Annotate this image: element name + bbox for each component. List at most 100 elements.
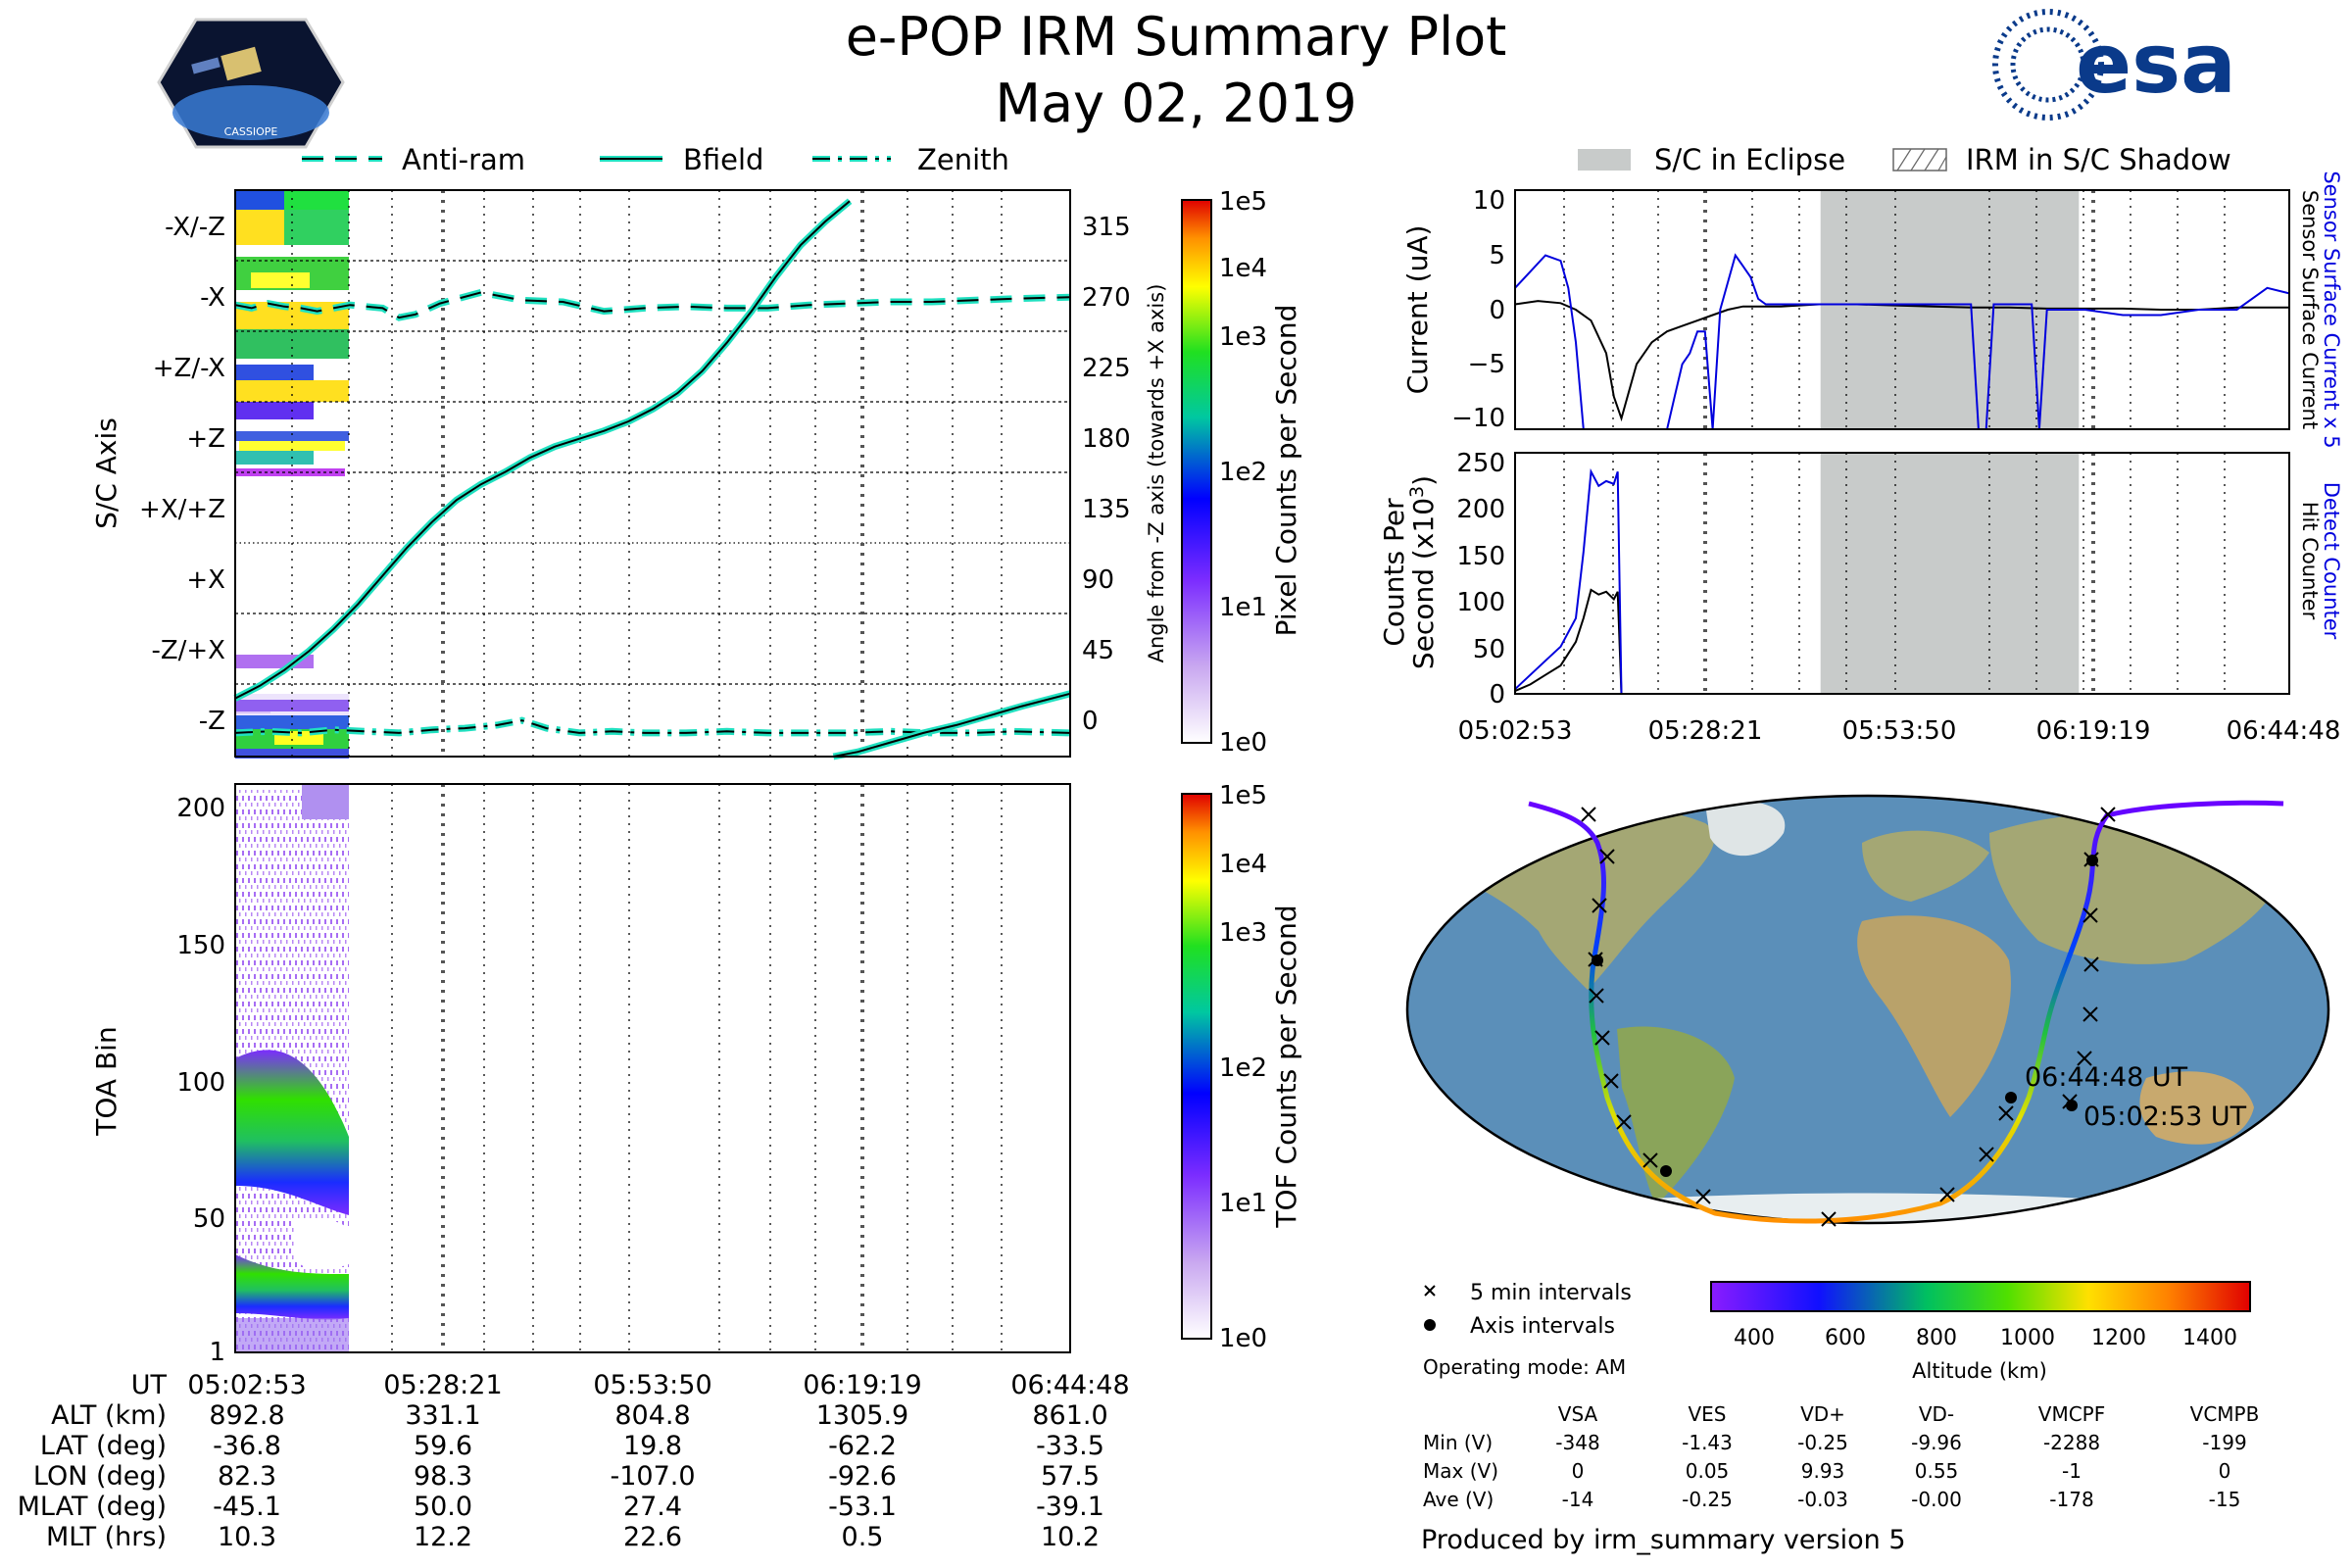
five-minute-marker [1589,988,1604,1004]
sc-axis-label: -Z [199,707,225,736]
angle-tick: 315 [1082,213,1131,242]
five-minute-marker [1642,1152,1658,1168]
five-minute-marker [2083,956,2099,972]
sc-axis-label: -Z/+X [151,636,225,665]
ephemeris-cell: -92.6 [828,1461,897,1492]
toa-upper-band [235,1050,349,1215]
toa-ytick: 1 [209,1338,225,1367]
ephemeris-cell: 05:53:50 [593,1370,711,1400]
toa-ytick: 50 [193,1204,225,1234]
pixel-colorbar-label: Pixel Counts per Second [1270,305,1302,637]
voltage-cell: -0.00 [1911,1488,1962,1511]
current-ytick: 10 [1473,186,1505,216]
altitude-colorbar: 400 600 800 1000 1200 1400 Altitude (km) [1710,1281,2251,1383]
current-ytick: 5 [1489,241,1505,270]
voltage-cell: 9.93 [1801,1459,1845,1483]
voltage-cell: 0.55 [1915,1459,1959,1483]
antarctica [1470,1193,2283,1223]
produced-by: Produced by irm_summary version 5 [1421,1525,1906,1555]
ephemeris-cell: 59.6 [414,1431,472,1461]
map-start-label: 05:02:53 UT [2083,1102,2247,1132]
altitude-tick: 1200 [2091,1326,2146,1350]
sc-axis-lines [233,198,1071,760]
page-date: May 02, 2019 [995,73,1356,134]
counts-title-2: Second (x103) [1406,475,1440,669]
angle-tick: 270 [1082,283,1131,313]
sc-axis-label: +Z/-X [153,354,225,383]
ephemeris-cell: -36.8 [213,1431,281,1461]
legend-zenith: Zenith [917,143,1009,176]
australia [2139,1071,2254,1145]
current-title: Current (uA) [1401,225,1434,395]
voltage-col-header: VMCPF [2038,1402,2105,1426]
sc-axis-label: -X [200,283,225,313]
counts-yticks: 250 200 150 100 50 0 [1456,449,1505,710]
axis-interval-dot [1592,955,1603,966]
esa-logo-text: esa [2076,16,2236,112]
five-minute-marker [2082,1006,2098,1022]
voltage-cell: -1 [2062,1459,2082,1483]
colorbar-tick: 1e5 [1219,781,1267,810]
ephemeris-cell: -45.1 [213,1492,281,1522]
legend-dot-icon [1424,1319,1436,1331]
esa-logo: esa [1992,9,2236,121]
counts-ytick: 150 [1456,542,1505,571]
counts-ytick: 100 [1456,588,1505,617]
time-tick: 05:28:21 [1648,716,1763,746]
counts-ytick: 250 [1456,449,1505,478]
voltage-col-header: VES [1688,1402,1726,1426]
voltage-cell: -9.96 [1911,1431,1962,1454]
axis-interval-dot [2066,1100,2078,1111]
axis-interval-dot [2005,1092,2017,1103]
ephemeris-col-2: 05:53:50 804.8 19.8 -107.0 27.4 22.6 [593,1370,711,1552]
ephemeris-cell: 05:28:21 [383,1370,502,1400]
counts-frame [1514,452,2290,695]
five-minute-marker [1939,1187,1955,1202]
colorbar-tick: 1e0 [1219,1324,1267,1353]
colorbar-tick: 1e4 [1219,850,1267,879]
page-title: e-POP IRM Summary Plot [846,6,1507,68]
five-minute-marker [1821,1211,1837,1227]
ephemeris-col-3: 06:19:19 1305.9 -62.2 -92.6 -53.1 0.5 [803,1370,921,1552]
time-tick: 05:53:50 [1842,716,1957,746]
toa-title: TOA Bin [90,1026,122,1136]
ephemeris-cell: 1305.9 [816,1400,908,1431]
altitude-tick: 800 [1916,1326,1957,1350]
ephemeris-row-labels: UT ALT (km) LAT (deg) LON (deg) MLAT (de… [18,1370,168,1552]
ephemeris-cell: 06:44:48 [1010,1370,1129,1400]
tof-colorbar-label: TOF Counts per Second [1270,905,1302,1228]
eclipse-band [1820,453,2080,694]
voltage-table: VSA VES VD+ VD- VMCPF VCMPB Min (V) -348… [1423,1402,2259,1511]
legend-eclipse: S/C in Eclipse [1654,143,1845,176]
current-ytick: 0 [1489,296,1505,325]
voltage-cell: -0.25 [1682,1488,1733,1511]
counts-right-label-1: Detect Counter [2320,482,2343,640]
five-minute-marker [1581,807,1596,822]
voltage-row-label: Ave (V) [1423,1488,1494,1511]
ephemeris-row-label: ALT (km) [51,1400,167,1431]
altitude-tick: 600 [1825,1326,1866,1350]
current-right-label-2: Sensor Surface Current [2298,190,2322,429]
orbit-map: 06:44:48 UT 05:02:53 UT [1405,794,2330,1227]
mission-logo: CASSIOPE [157,18,345,149]
angle-tick: 135 [1082,495,1131,524]
voltage-row-label: Min (V) [1423,1431,1493,1454]
voltage-header: VSA VES VD+ VD- VMCPF VCMPB [1558,1402,2260,1426]
voltage-cell: 0 [2219,1459,2231,1483]
ephemeris-cell: 57.5 [1041,1461,1100,1492]
colorbar-tick: 1e2 [1219,1054,1267,1083]
sc-axis-panel: -X/-Z -X +Z/-X +Z +X/+Z +X -Z/+X -Z S/C … [90,187,1302,760]
toa-frame [234,783,1071,1353]
colorbar-tick: 1e4 [1219,254,1267,283]
time-tick: 05:02:53 [1458,716,1573,746]
ephemeris-cell: 12.2 [414,1522,472,1552]
counts-title-1: Counts Per [1378,498,1410,647]
ephemeris-cell: 804.8 [614,1400,690,1431]
mission-logo-text: CASSIOPE [224,125,278,138]
five-minute-marker [1592,898,1607,913]
angle-tick: 180 [1082,424,1131,454]
sc-axis-spectrogram [235,190,349,759]
counts-panel: 250 200 150 100 50 0 Counts Per Second (… [1378,449,2343,710]
south-america [1617,1026,1735,1205]
